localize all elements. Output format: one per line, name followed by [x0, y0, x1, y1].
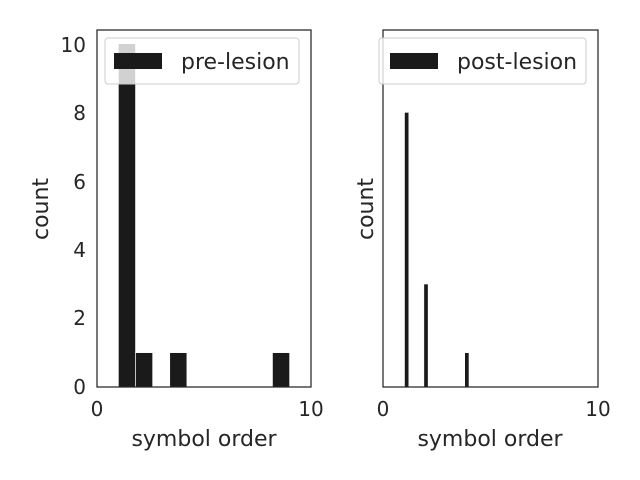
x-tick-label: 10 — [585, 397, 610, 421]
y-tick-label: 0 — [73, 375, 86, 399]
legend-swatch — [114, 53, 162, 69]
bars-pre-lesion — [118, 43, 290, 388]
bars-post-lesion — [404, 112, 470, 388]
y-axis-label: count — [354, 178, 379, 240]
panel-post-lesion: 0 10 symbol order count post-lesion — [354, 29, 611, 452]
x-axis-label: symbol order — [417, 427, 563, 452]
histogram-bar — [169, 352, 188, 388]
panel-pre-lesion: 0 2 4 6 8 10 0 10 symbol order count pre… — [29, 29, 324, 452]
y-tick-label: 6 — [73, 170, 86, 194]
legend-label: post-lesion — [457, 50, 577, 75]
histogram-bar — [423, 283, 429, 388]
legend-box — [378, 37, 587, 85]
y-axis-label: count — [29, 178, 54, 240]
x-tick-label: 0 — [377, 397, 390, 421]
histogram-bar — [135, 352, 153, 388]
y-tick-label: 4 — [73, 238, 86, 262]
histogram-bar — [118, 43, 136, 388]
histogram-bar — [272, 352, 290, 388]
y-tick-label: 8 — [73, 101, 86, 125]
x-tick-label: 10 — [298, 397, 323, 421]
legend-post-lesion: post-lesion — [378, 37, 587, 85]
histogram-bar — [464, 352, 470, 388]
legend-swatch — [390, 53, 438, 69]
x-axis-label: symbol order — [131, 427, 277, 452]
histogram-bar — [404, 112, 410, 388]
plot-frame-pre-lesion — [96, 29, 312, 388]
legend-label: pre-lesion — [181, 50, 290, 75]
y-tick-label: 10 — [61, 33, 86, 57]
x-tick-label: 0 — [91, 397, 104, 421]
plot-frame-post-lesion — [382, 29, 599, 388]
legend-pre-lesion: pre-lesion — [104, 37, 300, 85]
y-tick-label: 2 — [73, 306, 86, 330]
legend-box — [104, 37, 300, 85]
